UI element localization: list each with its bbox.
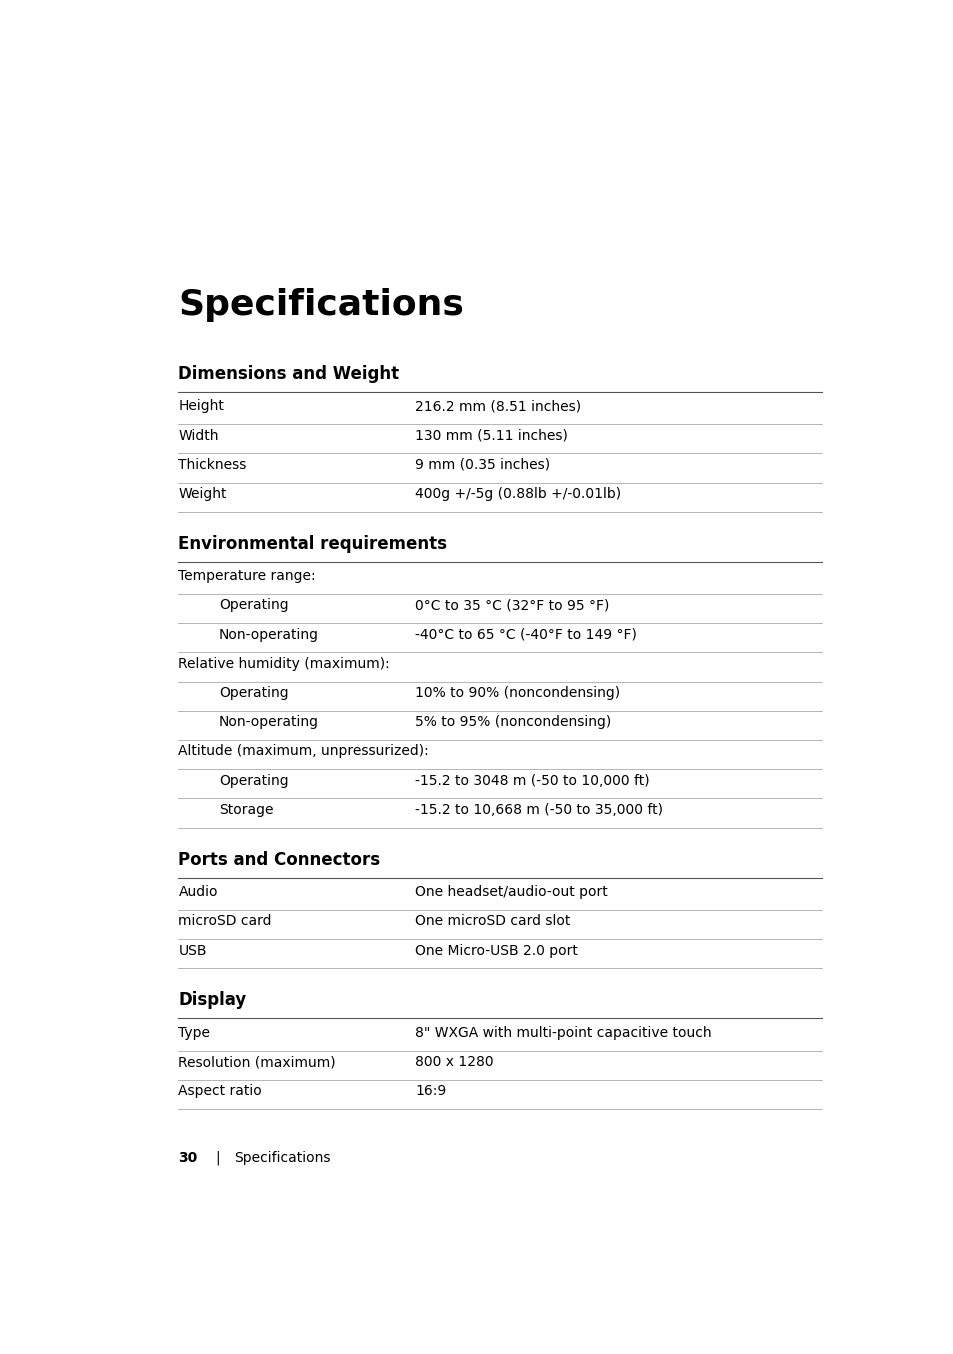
Text: -15.2 to 3048 m (-50 to 10,000 ft): -15.2 to 3048 m (-50 to 10,000 ft) bbox=[415, 773, 649, 788]
Text: Audio: Audio bbox=[178, 886, 217, 899]
Text: Operating: Operating bbox=[219, 686, 289, 700]
Text: Type: Type bbox=[178, 1026, 211, 1040]
Text: USB: USB bbox=[178, 944, 207, 957]
Text: Resolution (maximum): Resolution (maximum) bbox=[178, 1055, 335, 1070]
Text: Weight: Weight bbox=[178, 487, 227, 501]
Text: microSD card: microSD card bbox=[178, 914, 272, 929]
Text: Aspect ratio: Aspect ratio bbox=[178, 1085, 262, 1098]
Text: One microSD card slot: One microSD card slot bbox=[415, 914, 570, 929]
Text: 0°C to 35 °C (32°F to 95 °F): 0°C to 35 °C (32°F to 95 °F) bbox=[415, 598, 609, 612]
Text: Relative humidity (maximum):: Relative humidity (maximum): bbox=[178, 657, 390, 670]
Text: 9 mm (0.35 inches): 9 mm (0.35 inches) bbox=[415, 458, 550, 471]
Text: 216.2 mm (8.51 inches): 216.2 mm (8.51 inches) bbox=[415, 399, 580, 413]
Text: 5% to 95% (noncondensing): 5% to 95% (noncondensing) bbox=[415, 715, 611, 730]
Text: Altitude (maximum, unpressurized):: Altitude (maximum, unpressurized): bbox=[178, 745, 429, 758]
Text: 30: 30 bbox=[178, 1151, 197, 1166]
Text: 800 x 1280: 800 x 1280 bbox=[415, 1055, 493, 1070]
Text: Storage: Storage bbox=[219, 803, 274, 816]
Text: 10% to 90% (noncondensing): 10% to 90% (noncondensing) bbox=[415, 686, 619, 700]
Text: One Micro-USB 2.0 port: One Micro-USB 2.0 port bbox=[415, 944, 578, 957]
Text: Height: Height bbox=[178, 399, 224, 413]
Text: Non-operating: Non-operating bbox=[219, 715, 318, 730]
Text: Operating: Operating bbox=[219, 773, 289, 788]
Text: Specifications: Specifications bbox=[233, 1151, 330, 1166]
Text: -15.2 to 10,668 m (-50 to 35,000 ft): -15.2 to 10,668 m (-50 to 35,000 ft) bbox=[415, 803, 662, 816]
Text: Specifications: Specifications bbox=[178, 287, 464, 322]
Text: 8" WXGA with multi-point capacitive touch: 8" WXGA with multi-point capacitive touc… bbox=[415, 1026, 711, 1040]
Text: Environmental requirements: Environmental requirements bbox=[178, 535, 447, 552]
Text: Thickness: Thickness bbox=[178, 458, 247, 471]
Text: Non-operating: Non-operating bbox=[219, 628, 318, 642]
Text: 130 mm (5.11 inches): 130 mm (5.11 inches) bbox=[415, 429, 567, 443]
Text: Temperature range:: Temperature range: bbox=[178, 569, 315, 584]
Text: Dimensions and Weight: Dimensions and Weight bbox=[178, 364, 399, 383]
Text: Width: Width bbox=[178, 429, 218, 443]
Text: -40°C to 65 °C (-40°F to 149 °F): -40°C to 65 °C (-40°F to 149 °F) bbox=[415, 628, 637, 642]
Text: Operating: Operating bbox=[219, 598, 289, 612]
Text: |: | bbox=[215, 1151, 220, 1166]
Text: One headset/audio-out port: One headset/audio-out port bbox=[415, 886, 607, 899]
Text: Ports and Connectors: Ports and Connectors bbox=[178, 850, 380, 868]
Text: Display: Display bbox=[178, 991, 247, 1009]
Text: 400g +/-5g (0.88lb +/-0.01lb): 400g +/-5g (0.88lb +/-0.01lb) bbox=[415, 487, 620, 501]
Text: 16:9: 16:9 bbox=[415, 1085, 446, 1098]
